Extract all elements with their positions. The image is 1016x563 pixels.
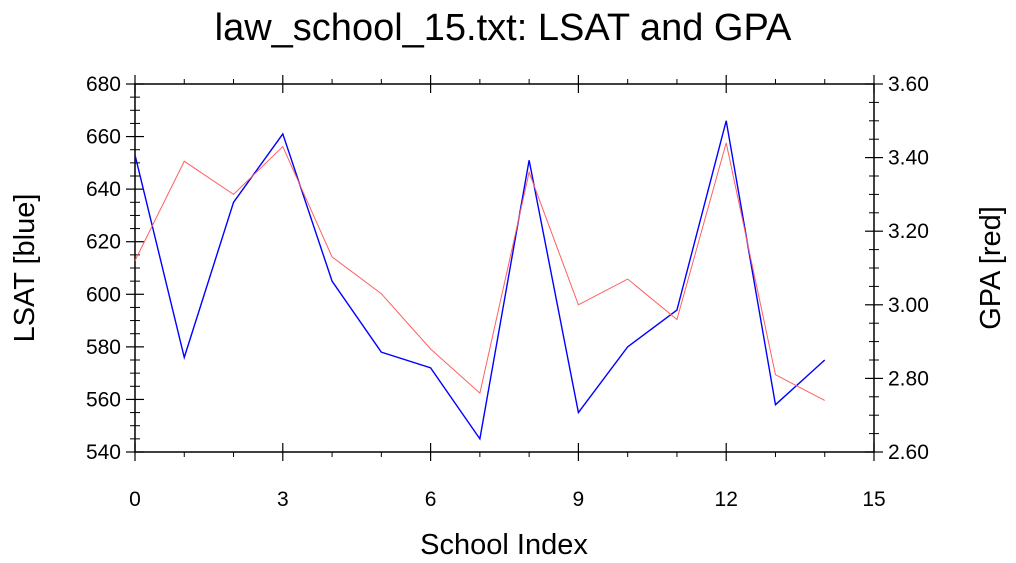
series-line-lsat	[134, 120, 826, 441]
series-layer	[134, 120, 826, 441]
y-left-tick-label: 600	[86, 283, 121, 306]
x-tick-label: 9	[573, 488, 585, 511]
right-axis-ticks: 2.60 2.80 3.00 3.20 3.40 3.60	[865, 73, 929, 464]
y-left-tick-label: 540	[86, 441, 121, 464]
y-right-tick-label: 3.40	[888, 147, 929, 170]
y-right-tick-label: 3.20	[888, 220, 929, 243]
x-tick-label: 0	[129, 488, 141, 511]
y-left-tick-label: 560	[86, 388, 121, 411]
y-left-tick-label: 660	[86, 126, 121, 149]
y-right-tick-label: 3.60	[888, 73, 929, 96]
x-tick-label: 3	[277, 488, 289, 511]
x-axis-ticks: 0 3 6 9 12 15	[129, 75, 886, 511]
y-right-tick-label: 2.60	[888, 441, 929, 464]
chart-title: law_school_15.txt: LSAT and GPA	[215, 7, 792, 49]
y-left-tick-label: 640	[86, 178, 121, 201]
y-axis-right-title: GPA [red]	[975, 206, 1007, 330]
x-tick-label: 12	[715, 488, 738, 511]
y-axis-left-title: LSAT [blue]	[9, 194, 41, 343]
y-right-tick-label: 2.80	[888, 367, 929, 390]
y-right-tick-label: 3.00	[888, 294, 929, 317]
left-axis-ticks: 540 560 580 600 620 640 660 680	[86, 73, 144, 464]
y-left-tick-label: 580	[86, 336, 121, 359]
x-tick-label: 6	[425, 488, 437, 511]
series-line-gpa	[134, 142, 825, 401]
y-left-tick-label: 620	[86, 231, 121, 254]
y-left-tick-label: 680	[86, 73, 121, 96]
x-tick-label: 15	[862, 488, 885, 511]
plot-frame	[134, 83, 875, 453]
x-axis-title: School Index	[420, 529, 588, 561]
